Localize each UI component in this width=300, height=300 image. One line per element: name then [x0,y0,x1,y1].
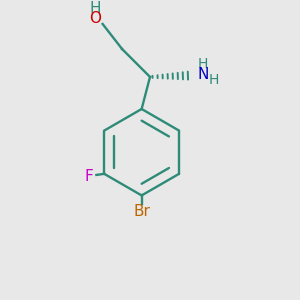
Text: H: H [208,73,219,87]
Text: N: N [197,67,209,82]
Text: H: H [198,56,208,70]
Text: Br: Br [133,204,150,219]
Text: H: H [90,1,101,16]
Text: F: F [85,169,93,184]
Text: O: O [90,11,102,26]
